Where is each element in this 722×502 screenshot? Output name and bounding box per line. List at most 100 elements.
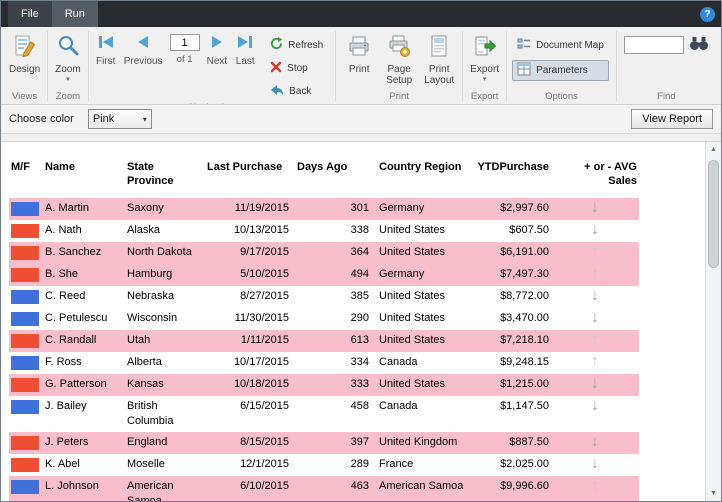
cell-trend: ↓ (551, 374, 639, 396)
parameters-icon (517, 62, 531, 79)
next-page-button[interactable]: Next (203, 30, 232, 69)
ribbon-group-export: Export ▾ Export (464, 28, 505, 104)
gender-bar (11, 202, 39, 216)
report-table: M/F Name State Province Last Purchase Days A… (9, 158, 639, 501)
column-header-mf: M/F (11, 161, 30, 173)
stop-label: Stop (287, 63, 308, 74)
parameters-button[interactable]: Parameters (512, 60, 609, 81)
cell-days_ago: 364 (295, 242, 373, 264)
cell-last_purchase: 6/15/2015 (240, 400, 289, 412)
zoom-button[interactable]: Zoom ▾ (51, 30, 85, 85)
cell-country: American Samoa (373, 476, 467, 501)
cell-trend: ↑ (551, 476, 639, 501)
tab-run[interactable]: Run (51, 1, 98, 27)
cell-days_ago: 301 (295, 198, 373, 220)
print-button[interactable]: Print (339, 30, 379, 77)
page-count-label: of 1 (176, 54, 193, 65)
cell-trend: ↓ (551, 308, 639, 330)
first-label: First (95, 56, 116, 67)
page-number-control: of 1 (167, 30, 203, 65)
page-number-input[interactable] (169, 34, 200, 51)
cell-trend: ↑ (551, 330, 639, 352)
stop-button[interactable]: Stop (265, 59, 328, 78)
find-input[interactable] (623, 36, 684, 54)
cell-trend: ↓ (551, 220, 639, 242)
scroll-down-icon[interactable]: ▼ (710, 490, 717, 497)
color-dropdown[interactable]: Pink ▾ (87, 109, 152, 129)
chevron-down-icon: ▾ (66, 76, 70, 83)
find-binoculars-icon[interactable] (689, 36, 709, 56)
cell-last_purchase: 6/10/2015 (205, 476, 295, 501)
design-label: Design (9, 64, 41, 75)
document-map-button[interactable]: Document Map (512, 35, 609, 56)
gender-bar (11, 400, 39, 414)
cell-ytd: $8,772.00 (500, 290, 549, 302)
view-report-button[interactable]: View Report (631, 109, 713, 129)
ribbon-separator (47, 31, 49, 101)
last-page-button[interactable]: Last (231, 30, 259, 69)
trend-down-icon: ↓ (591, 433, 599, 450)
group-label-options: Options (545, 91, 578, 102)
cell-last_purchase: 10/13/2015 (233, 224, 289, 236)
vertical-scrollbar[interactable]: ▲ ▼ (705, 142, 721, 501)
cell-name: L. Johnson (43, 476, 125, 501)
report-viewport: M/F Name State Province Last Purchase Days A… (1, 142, 721, 501)
cell-ytd: $7,497.30 (467, 264, 551, 286)
cell-name: C. Petulescu (45, 312, 108, 324)
parameters-splitter[interactable] (1, 134, 721, 142)
export-icon (473, 34, 497, 61)
ribbon-separator (506, 31, 508, 101)
cell-state: Nebraska (127, 290, 175, 302)
ribbon-group-find: Find (618, 28, 715, 104)
column-header-days_ago: Days Ago (297, 161, 348, 173)
next-label: Next (206, 56, 228, 67)
print-icon (347, 34, 371, 61)
cell-mf (9, 432, 43, 454)
cell-state: Utah (125, 330, 205, 352)
tab-file[interactable]: File (8, 1, 52, 27)
export-button[interactable]: Export ▾ (466, 30, 503, 85)
design-button[interactable]: Design (5, 30, 44, 77)
choose-color-label: Choose color (9, 113, 74, 125)
ribbon-separator (87, 31, 89, 101)
gender-bar (11, 356, 39, 370)
cell-name: C. Reed (45, 290, 86, 302)
gender-bar (11, 312, 39, 326)
scroll-up-icon[interactable]: ▲ (710, 146, 717, 153)
export-label: Export (470, 64, 500, 75)
table-row: J. Bailey British Columbia 6/15/2015 458 Can… (9, 396, 639, 432)
table-row: F. Ross Alberta 10/17/2015 334 Canada $9,248.… (9, 352, 639, 374)
report-body: A. Martin Saxony 11/19/2015 301 Germany $2,99… (9, 198, 639, 501)
cell-country: United States (379, 312, 446, 324)
cell-state: England (125, 432, 205, 454)
previous-page-button[interactable]: Previous (120, 30, 167, 69)
help-icon[interactable]: ? (700, 6, 715, 22)
page-setup-button[interactable]: Page Setup (379, 30, 419, 88)
cell-last_purchase: 5/10/2015 (205, 264, 295, 286)
cell-name: B. Sanchez (43, 242, 125, 264)
cell-mf (9, 330, 43, 352)
print-layout-button[interactable]: Print Layout (419, 30, 459, 88)
gender-bar (11, 334, 39, 348)
trend-down-icon: ↓ (591, 309, 599, 326)
first-page-button[interactable]: First (92, 30, 120, 69)
cell-trend: ↑ (551, 352, 639, 374)
ribbon-group-zoom: Zoom ▾ Zoom (49, 28, 87, 104)
back-button[interactable]: Back (265, 82, 328, 101)
parameters-label: Parameters (536, 65, 588, 76)
column-header-name: Name (45, 161, 75, 173)
cell-last_purchase: 12/1/2015 (240, 458, 289, 470)
cell-trend: ↓ (551, 432, 639, 454)
trend-down-icon: ↓ (591, 199, 599, 216)
cell-mf (9, 242, 43, 264)
ribbon-group-navigation: First Previous of 1 Next (90, 28, 334, 104)
trend-up-icon: ↑ (591, 353, 599, 370)
trend-up-icon: ↑ (591, 243, 599, 260)
page-setup-label: Page Setup (386, 64, 413, 86)
cell-last_purchase: 8/15/2015 (205, 432, 295, 454)
scrollbar-thumb[interactable] (708, 160, 719, 268)
print-layout-icon (427, 34, 451, 61)
cell-name: K. Abel (45, 458, 80, 470)
refresh-button[interactable]: Refresh (265, 35, 328, 55)
document-map-label: Document Map (536, 40, 604, 51)
